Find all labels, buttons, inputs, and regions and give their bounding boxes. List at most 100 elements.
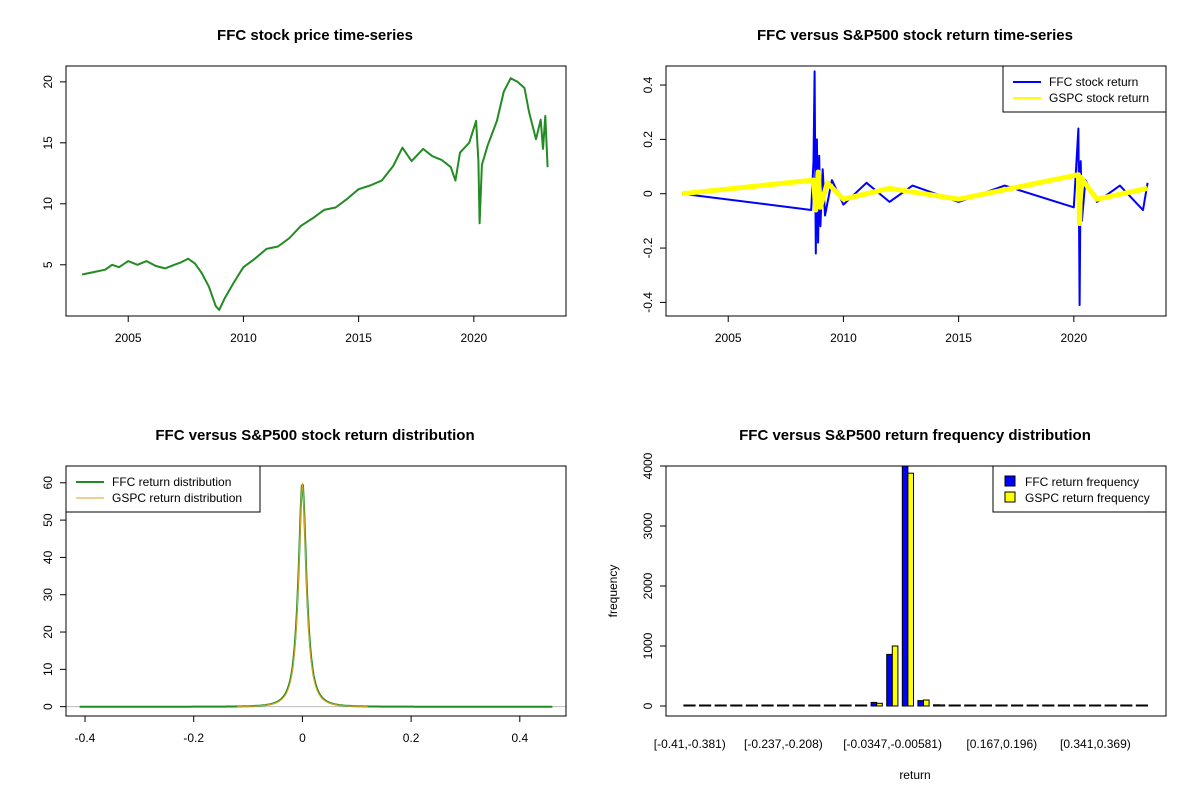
density-plot-frame xyxy=(65,465,567,717)
frequency-legend-box xyxy=(992,465,1167,513)
density-panel: FFC versus S&P500 stock return distribut… xyxy=(41,427,567,745)
returns-x-tick-label: 2010 xyxy=(830,331,857,345)
frequency-bar-gspc xyxy=(1016,704,1024,707)
frequency-bar-gspc xyxy=(969,704,977,707)
frequency-bar-ffc xyxy=(948,704,956,707)
frequency-bar-ffc xyxy=(699,704,706,707)
returns-legend-ffc-label: FFC stock return xyxy=(1049,75,1138,89)
returns-y-tick-label: -0.4 xyxy=(641,292,655,313)
frequency-plot-area: 0 1000 2000 3000 4000 [-0.41,-0.381) [-0.237,-… xyxy=(641,452,1149,751)
frequency-bar-gspc xyxy=(782,704,790,707)
density-series-line-gspc xyxy=(237,482,368,707)
frequency-bar-gspc xyxy=(1079,704,1086,707)
returns-x-tick-label: 2005 xyxy=(715,331,742,345)
returns-legend-gspc-label: GSPC stock return xyxy=(1049,91,1149,105)
price-series-line xyxy=(81,77,549,311)
frequency-x-tick-label: [0.341,0.369) xyxy=(1060,737,1131,751)
density-y-tick-label: 50 xyxy=(41,513,55,527)
density-x-tick-label: 0.2 xyxy=(403,731,420,745)
frequency-y-tick-label: 0 xyxy=(641,702,655,709)
frequency-bar-gspc xyxy=(735,704,743,707)
density-y-tick-label: 0 xyxy=(41,703,55,710)
frequency-bar-ffc xyxy=(995,704,1003,707)
density-chart-title: FFC versus S&P500 stock return distribut… xyxy=(155,427,474,444)
frequency-x-axis-label: return xyxy=(899,768,930,782)
frequency-bar-gspc xyxy=(1125,704,1133,707)
price-y-tick-label: 5 xyxy=(41,261,55,268)
frequency-bar-gspc xyxy=(1001,704,1008,707)
frequency-plot-frame xyxy=(665,465,1167,717)
frequency-bar-gspc xyxy=(1032,704,1039,707)
frequency-y-tick-label: 3000 xyxy=(641,512,655,539)
frequency-bar-ffc xyxy=(1073,704,1081,707)
frequency-bar-ffc xyxy=(1089,704,1096,707)
frequency-bar-gspc xyxy=(907,472,915,707)
frequency-legend-gspc-label: GSPC return frequency xyxy=(1025,491,1150,505)
returns-chart-title: FFC versus S&P500 stock return time-seri… xyxy=(757,27,1073,44)
frequency-bar-gspc xyxy=(813,704,821,707)
frequency-bar-gspc xyxy=(1141,704,1149,707)
frequency-bar-ffc xyxy=(901,465,909,707)
density-x-tick-label: -0.2 xyxy=(183,731,204,745)
frequency-bar-ffc xyxy=(1011,704,1018,707)
returns-x-tick-label: 2015 xyxy=(945,331,972,345)
density-legend: FFC return distribution GSPC return dist… xyxy=(65,465,261,513)
frequency-bar-ffc xyxy=(1026,704,1034,707)
frequency-bar-gspc xyxy=(1047,704,1055,707)
frequency-bar-ffc xyxy=(792,704,800,707)
density-legend-gspc-label: GSPC return distribution xyxy=(112,491,242,505)
price-plot-area: 2005 2010 2015 2020 5 10 15 20 xyxy=(41,75,549,345)
frequency-bar-gspc xyxy=(938,704,946,707)
frequency-bar-ffc xyxy=(745,704,753,707)
frequency-bar-ffc xyxy=(730,704,737,707)
frequency-bar-ffc xyxy=(1057,704,1065,707)
frequency-bar-gspc xyxy=(751,704,759,707)
frequency-bar-ffc xyxy=(933,704,940,707)
density-y-tick-label: 40 xyxy=(41,550,55,564)
frequency-bar-ffc xyxy=(855,704,862,707)
price-panel: FFC stock price time-series 2005 2010 2015… xyxy=(41,27,567,345)
frequency-bar-gspc xyxy=(1063,704,1071,707)
price-x-tick-label: 2020 xyxy=(460,331,487,345)
density-y-tick-label: 60 xyxy=(41,476,55,490)
returns-legend-box xyxy=(1002,65,1167,113)
returns-legend: FFC stock return GSPC stock return xyxy=(1002,65,1167,113)
frequency-bar-ffc xyxy=(1135,704,1143,707)
frequency-bar-ffc xyxy=(808,704,815,707)
frequency-legend-ffc-label: FFC return frequency xyxy=(1025,475,1139,489)
frequency-bar-ffc xyxy=(761,704,769,707)
frequency-bar-gspc xyxy=(1094,704,1102,707)
frequency-y-axis-label: frequency xyxy=(606,565,620,618)
frequency-bar-ffc xyxy=(777,704,784,707)
returns-y-tick-label: 0.2 xyxy=(641,131,655,148)
density-legend-box xyxy=(65,465,261,513)
price-y-tick-label: 10 xyxy=(41,197,55,211)
density-y-tick-label: 30 xyxy=(41,588,55,602)
frequency-x-tick-label: [-0.41,-0.381) xyxy=(654,737,726,751)
frequency-bar-ffc xyxy=(917,700,925,707)
frequency-x-tick-label: [-0.0347,-0.00581) xyxy=(843,737,942,751)
frequency-bar-gspc xyxy=(829,704,837,707)
frequency-y-tick-label: 1000 xyxy=(641,632,655,659)
price-x-tick-label: 2005 xyxy=(115,331,142,345)
density-legend-ffc-label: FFC return distribution xyxy=(112,475,231,489)
frequency-panel: FFC versus S&P500 return frequency distr… xyxy=(606,427,1167,782)
density-x-tick-label: 0 xyxy=(299,731,306,745)
price-x-tick-label: 2015 xyxy=(345,331,372,345)
frequency-x-tick-label: [0.167,0.196) xyxy=(966,737,1037,751)
frequency-bar-gspc xyxy=(1110,704,1117,707)
returns-plot-area: 2005 2010 2015 2020 -0.4 -0.2 0 0.2 0.4 xyxy=(641,70,1149,345)
frequency-bar-ffc xyxy=(979,704,987,707)
frequency-bar-gspc xyxy=(704,704,712,707)
frequency-bar-ffc xyxy=(683,704,691,707)
density-y-tick-label: 20 xyxy=(41,625,55,639)
density-x-tick-label: -0.4 xyxy=(75,731,96,745)
price-x-tick-label: 2010 xyxy=(230,331,257,345)
frequency-y-tick-label: 4000 xyxy=(641,452,655,479)
frequency-chart-title: FFC versus S&P500 return frequency distr… xyxy=(739,427,1091,444)
frequency-y-tick-label: 2000 xyxy=(641,572,655,599)
frequency-bar-ffc xyxy=(823,704,831,707)
frequency-x-tick-label: [-0.237,-0.208) xyxy=(744,737,823,751)
